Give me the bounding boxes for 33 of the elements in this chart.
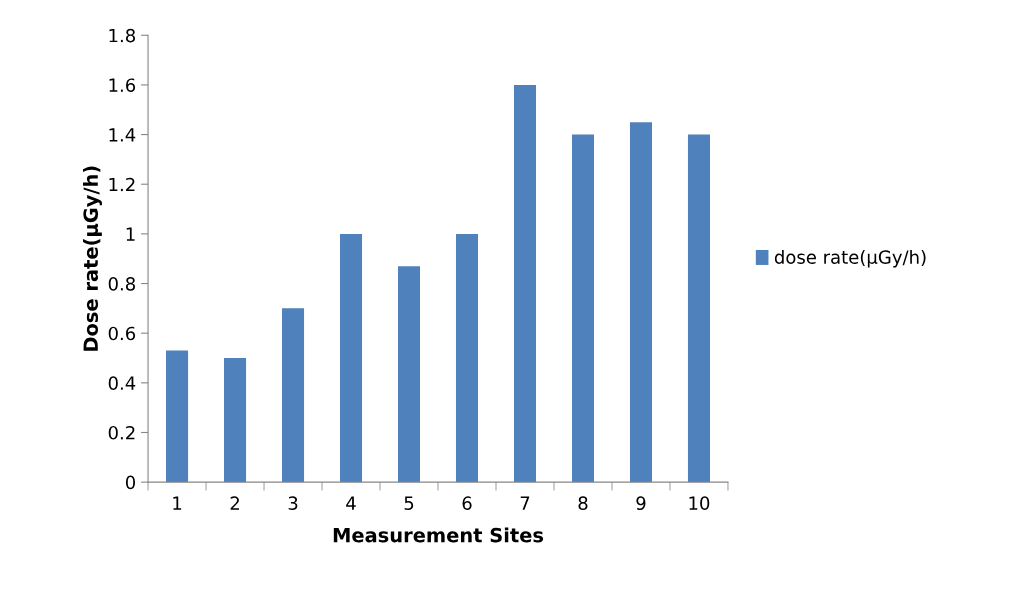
bar bbox=[166, 350, 189, 483]
legend-label: dose rate(µGy/h) bbox=[774, 249, 926, 268]
x-tick-label: 5 bbox=[404, 496, 414, 511]
x-tick-label: 3 bbox=[288, 496, 298, 511]
bar bbox=[224, 358, 247, 483]
y-tick-label: 0.2 bbox=[108, 425, 135, 440]
y-tick-label: 0.8 bbox=[108, 276, 135, 291]
x-tick-label: 1 bbox=[173, 496, 182, 510]
bar bbox=[571, 134, 595, 483]
x-tick-label: 8 bbox=[578, 496, 588, 511]
y-axis-title: Dose rate(µGy/h) bbox=[83, 166, 102, 351]
y-tick-label: 0.6 bbox=[108, 326, 136, 341]
x-tick-label: 9 bbox=[636, 496, 646, 511]
bar bbox=[629, 122, 652, 483]
y-tick-label: 0 bbox=[125, 475, 136, 490]
x-axis-title: Measurement Sites bbox=[333, 527, 544, 543]
y-tick-label: 1 bbox=[126, 227, 135, 241]
x-tick-label: 4 bbox=[346, 496, 356, 510]
y-tick-label: 1.2 bbox=[109, 177, 135, 192]
bar bbox=[340, 233, 363, 483]
bar bbox=[687, 134, 710, 483]
y-tick-label: 1.6 bbox=[109, 78, 136, 93]
bar bbox=[455, 233, 479, 483]
x-tick-label: 2 bbox=[230, 496, 239, 510]
y-tick-label: 1.8 bbox=[109, 28, 135, 43]
y-tick-label: 1.4 bbox=[109, 128, 136, 142]
bar bbox=[397, 266, 421, 483]
x-tick-label: 7 bbox=[520, 496, 530, 510]
bar bbox=[282, 308, 305, 483]
x-tick-label: 6 bbox=[462, 496, 472, 511]
y-tick-label: 0.4 bbox=[108, 376, 136, 390]
bar bbox=[513, 84, 537, 483]
x-tick-label: 10 bbox=[689, 496, 710, 511]
